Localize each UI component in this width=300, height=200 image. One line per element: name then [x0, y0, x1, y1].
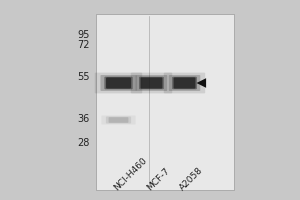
Text: NCI-H460: NCI-H460 [112, 155, 149, 192]
FancyBboxPatch shape [172, 77, 197, 89]
Text: 95: 95 [78, 30, 90, 40]
FancyBboxPatch shape [141, 77, 163, 89]
FancyBboxPatch shape [101, 115, 136, 125]
Bar [96, 14, 234, 190]
FancyBboxPatch shape [169, 75, 200, 91]
FancyBboxPatch shape [106, 77, 131, 89]
FancyBboxPatch shape [136, 75, 167, 91]
FancyBboxPatch shape [174, 77, 196, 89]
FancyBboxPatch shape [164, 73, 205, 93]
FancyBboxPatch shape [95, 73, 142, 93]
FancyBboxPatch shape [106, 117, 131, 123]
FancyBboxPatch shape [104, 77, 133, 89]
Polygon shape [196, 78, 206, 88]
FancyBboxPatch shape [100, 75, 136, 91]
Text: 36: 36 [78, 114, 90, 124]
FancyBboxPatch shape [139, 77, 164, 89]
Text: 72: 72 [77, 40, 90, 50]
Text: A2058: A2058 [178, 165, 205, 192]
FancyBboxPatch shape [131, 73, 172, 93]
FancyBboxPatch shape [109, 117, 128, 123]
Text: 55: 55 [77, 72, 90, 82]
Text: 28: 28 [78, 138, 90, 148]
Text: MCF-7: MCF-7 [145, 166, 171, 192]
